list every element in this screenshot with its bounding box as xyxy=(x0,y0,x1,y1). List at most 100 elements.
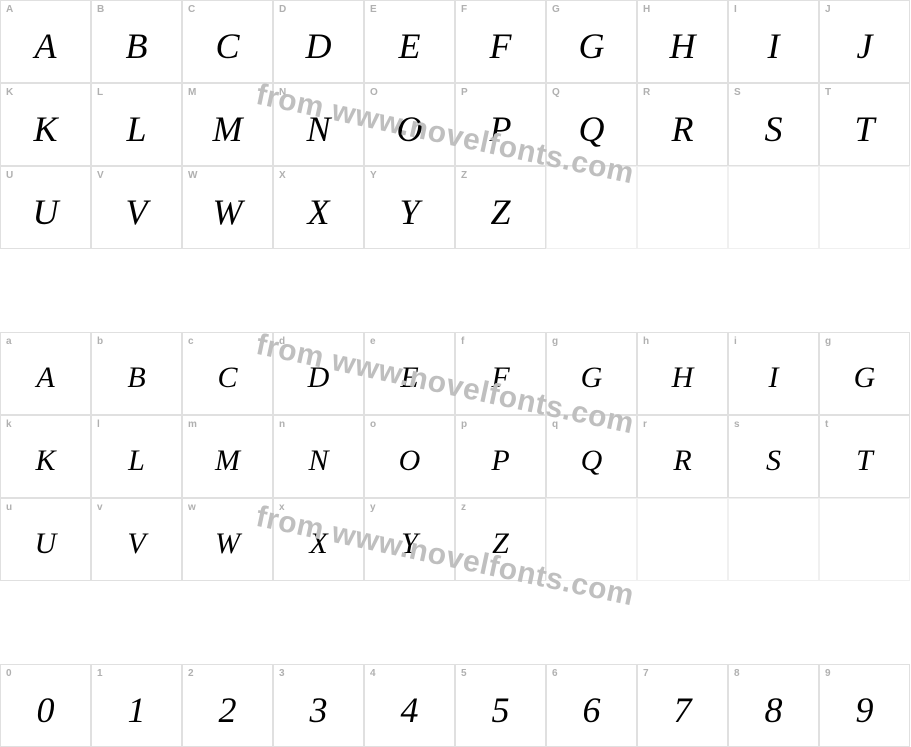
cell-label: m xyxy=(188,419,197,430)
cell-label: U xyxy=(6,170,13,181)
glyph-cell: gG xyxy=(819,332,910,415)
glyph-cell: 88 xyxy=(728,664,819,747)
glyph: S xyxy=(765,108,783,150)
glyph: A xyxy=(35,25,57,67)
cell-label: I xyxy=(734,4,737,15)
glyph: C xyxy=(217,361,237,395)
cell-label: 0 xyxy=(6,668,12,679)
glyph-cell: GG xyxy=(546,0,637,83)
glyph-cell: 00 xyxy=(0,664,91,747)
glyph: O xyxy=(399,444,421,478)
cell-label: W xyxy=(188,170,197,181)
glyph-cell: JJ xyxy=(819,0,910,83)
empty-cell xyxy=(728,498,819,581)
glyph-cell: sS xyxy=(728,415,819,498)
glyph: C xyxy=(215,25,239,67)
glyph: F xyxy=(490,25,512,67)
glyph: Z xyxy=(492,527,509,561)
glyph: H xyxy=(672,361,694,395)
empty-cell xyxy=(637,498,728,581)
glyph: G xyxy=(854,361,876,395)
glyph: O xyxy=(397,108,423,150)
cell-label: R xyxy=(643,87,650,98)
glyph: L xyxy=(126,108,146,150)
empty-cell xyxy=(728,166,819,249)
glyph: M xyxy=(215,444,240,478)
glyph-cell: cC xyxy=(182,332,273,415)
glyph-cell: pP xyxy=(455,415,546,498)
cell-label: Z xyxy=(461,170,467,181)
cell-label: 3 xyxy=(279,668,285,679)
glyph: Q xyxy=(579,108,605,150)
cell-label: l xyxy=(97,419,100,430)
glyph: D xyxy=(306,25,332,67)
glyph-cell: OO xyxy=(364,83,455,166)
glyph: K xyxy=(35,444,55,478)
section-spacer xyxy=(0,249,910,255)
cell-label: V xyxy=(97,170,104,181)
glyph: G xyxy=(581,361,603,395)
glyph-cell: AA xyxy=(0,0,91,83)
cell-label: r xyxy=(643,419,647,430)
glyph-cell: oO xyxy=(364,415,455,498)
cell-label: T xyxy=(825,87,831,98)
glyph-cell: 99 xyxy=(819,664,910,747)
glyph: J xyxy=(857,25,873,67)
glyph: U xyxy=(33,191,59,233)
cell-label: P xyxy=(461,87,468,98)
glyph-cell: XX xyxy=(273,166,364,249)
cell-label: c xyxy=(188,336,194,347)
glyph-cell: UU xyxy=(0,166,91,249)
cell-label: 8 xyxy=(734,668,740,679)
glyph: M xyxy=(213,108,243,150)
glyph: F xyxy=(491,361,509,395)
glyph-cell: xX xyxy=(273,498,364,581)
glyph-cell: hH xyxy=(637,332,728,415)
cell-label: 4 xyxy=(370,668,376,679)
glyph-cell: 11 xyxy=(91,664,182,747)
glyph-cell: TT xyxy=(819,83,910,166)
cell-label: K xyxy=(6,87,13,98)
glyph-cell: QQ xyxy=(546,83,637,166)
glyph: 4 xyxy=(401,689,419,731)
cell-label: k xyxy=(6,419,12,430)
glyph: T xyxy=(856,444,873,478)
empty-cell xyxy=(637,166,728,249)
glyph: S xyxy=(766,444,781,478)
glyph: P xyxy=(490,108,512,150)
glyph: A xyxy=(36,361,54,395)
empty-cell xyxy=(819,166,910,249)
cell-label: a xyxy=(6,336,12,347)
cell-label: 1 xyxy=(97,668,103,679)
glyph: Z xyxy=(490,191,510,233)
cell-label: E xyxy=(370,4,377,15)
cell-label: n xyxy=(279,419,285,430)
glyph: 1 xyxy=(128,689,146,731)
character-map-grid: AABBCCDDEEFFGGHHIIJJKKLLMMNNOOPPQQRRSSTT… xyxy=(0,0,911,747)
cell-label: L xyxy=(97,87,103,98)
glyph: W xyxy=(213,191,243,233)
cell-label: M xyxy=(188,87,196,98)
cell-label: O xyxy=(370,87,378,98)
cell-label: o xyxy=(370,419,376,430)
cell-label: 5 xyxy=(461,668,467,679)
glyph: E xyxy=(399,25,421,67)
cell-label: 2 xyxy=(188,668,194,679)
glyph: I xyxy=(769,361,779,395)
cell-label: h xyxy=(643,336,649,347)
glyph-cell: MM xyxy=(182,83,273,166)
cell-label: Q xyxy=(552,87,560,98)
glyph-cell: aA xyxy=(0,332,91,415)
glyph: B xyxy=(127,361,145,395)
glyph: W xyxy=(215,527,240,561)
glyph-cell: ZZ xyxy=(455,166,546,249)
glyph: V xyxy=(126,191,148,233)
cell-label: x xyxy=(279,502,285,513)
cell-label: i xyxy=(734,336,737,347)
glyph: V xyxy=(127,527,145,561)
glyph-cell: lL xyxy=(91,415,182,498)
glyph-cell: KK xyxy=(0,83,91,166)
glyph: N xyxy=(308,444,328,478)
glyph-cell: rR xyxy=(637,415,728,498)
cell-label: D xyxy=(279,4,286,15)
